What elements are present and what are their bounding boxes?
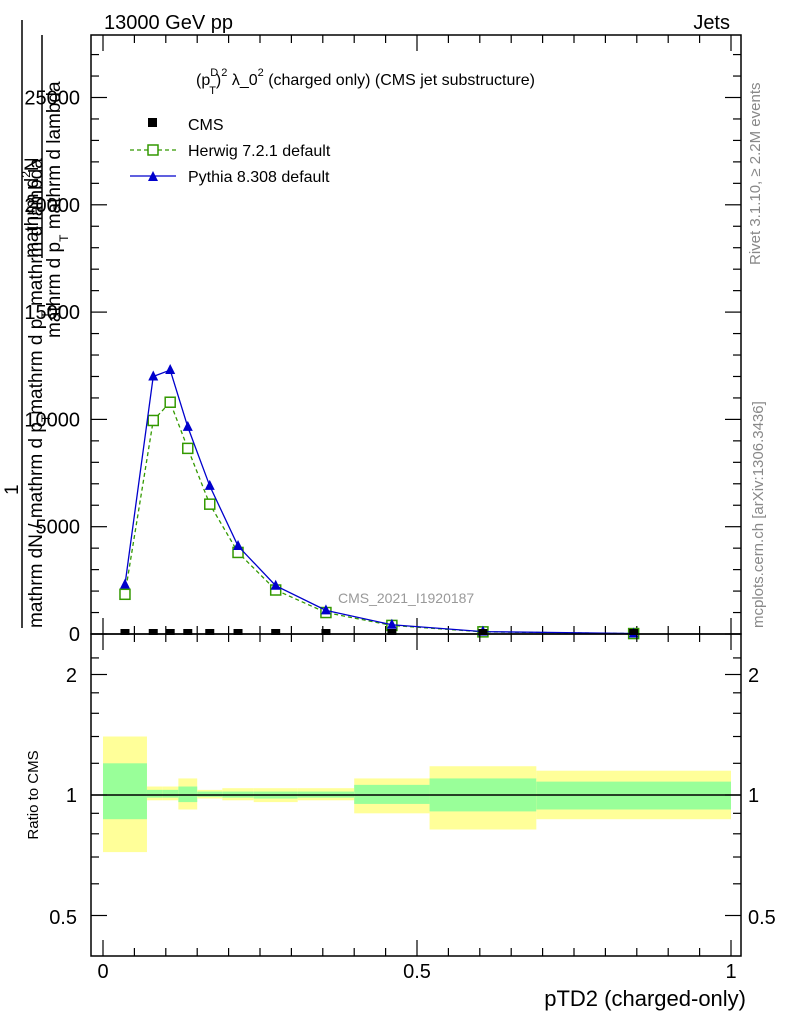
main-y-axis-label: mathrm d2N mathrm d pT mathrm d lambda 1… [2,20,71,628]
title-sup-2: 2 [221,67,227,79]
pythia-point [233,540,244,551]
herwig-point [182,442,194,455]
main-ytick-label: 25000 [24,88,80,110]
rivet-label: Rivet 3.1.10, ≥ 2.2M events [747,83,764,266]
title-paren: ) [216,72,221,89]
svg-text:mathrm dN / mathrm d pTmathrm: mathrm dN / mathrm d pTmathrm d pT mathr… [26,158,53,628]
herwig-point [204,498,216,510]
xtick-label-0: 0 [97,961,108,983]
pythia-point [119,578,130,589]
category-label: Jets [693,12,730,34]
ylabel-den2-a: mathrm dN / mathrm d p [26,422,47,628]
xtick-label-05: 0.5 [403,961,431,983]
cms-point [183,629,193,635]
plot-title: (pD T)2 λ_02 (charged only) (CMS jet subs… [196,67,535,97]
herwig-point [147,414,159,427]
legend-cms-marker [148,118,157,127]
pythia-point [204,479,215,490]
ratio-ytick-label-1-left: 1 [66,785,77,807]
ylabel-one: 1 [2,484,23,495]
main-ytick-label: 5000 [36,517,81,539]
legend-herwig-label: Herwig 7.2.1 default [188,143,331,160]
herwig-point [164,396,176,408]
pythia-point [270,579,281,590]
ylabel-den-dp: mathrm d p [44,242,65,338]
main-ytick-label: 15000 [24,302,80,324]
cms-point [387,629,397,635]
ratio-band-green [146,789,163,798]
pythia-point [165,364,176,375]
ylabel-den-t: T [57,234,71,242]
ratio-band-green [197,791,223,797]
main-ytick-label: 0 [69,624,80,646]
herwig-point [119,588,131,601]
cms-point [120,629,130,635]
legend-cms-label: CMS [188,117,224,134]
cms-series [120,629,639,635]
ratio-ticks [91,634,741,956]
cms-point [478,629,488,635]
title-tail: (charged only) (CMS jet substructure) [264,72,535,89]
ylabel-den2-c: mathrm d lambda [26,158,47,312]
ylabel-den2-t: T [39,414,53,422]
svg-text:mathrm d2N: mathrm d2N [19,157,43,258]
svg-text:mathrm d pT mathrm d lambda: mathrm d pT mathrm d lambda [44,81,71,338]
cms-point [321,629,331,635]
ratio-y-axis-label: Ratio to CMS [25,750,42,839]
ratio-band-green [162,789,179,798]
ratio-ytick-label-2-right: 2 [748,665,759,687]
legend-pythia-label: Pythia 8.308 default [188,169,330,186]
main-ytick-label: 10000 [24,409,80,431]
ratio-ytick-label-1-right: 1 [748,785,759,807]
title-sup-2b: 2 [258,67,264,79]
xtick-label-1: 1 [725,961,736,983]
pythia-point [182,420,193,431]
pythia-point [320,604,331,615]
energy-label: 13000 GeV pp [104,12,233,34]
cms-point [233,629,243,635]
title-sup-d: D [210,67,218,79]
ylabel-den2-b: mathrm d p [26,319,47,415]
cms-point [629,629,639,635]
main-y-tick-labels: 0 5000 10000 15000 20000 25000 [24,88,80,647]
legend: CMS Herwig 7.2.1 default Pythia 8.308 de… [130,117,331,186]
ratio-band-green [103,763,147,820]
title-sub-t: T [209,85,216,97]
ylabel-den-dl: mathrm d lambda [44,81,65,235]
pythia-point [386,618,397,629]
title-rest: λ_0 [227,72,257,89]
ratio-ytick-label-05-left: 0.5 [49,907,77,929]
analysis-watermark: CMS_2021_I1920187 [338,590,474,606]
ylabel-num-2: 2 [19,171,33,178]
mcplots-label: mcplots.cern.ch [arXiv:1306.3436] [750,401,767,628]
title-p: (p [196,72,210,89]
cms-point [205,629,215,635]
cms-point [271,629,281,635]
legend-pythia-marker [148,171,158,181]
pythia-point [148,370,159,381]
ylabel-num-d: mathrm d [22,178,43,258]
x-axis-label: pTD2 (charged-only) [544,986,746,1011]
ylabel-den2-t2: T [39,311,53,319]
legend-herwig-marker [147,144,159,156]
ratio-ytick-label-05-right: 0.5 [748,907,776,929]
main-ytick-label: 20000 [24,195,80,217]
ylabel-num-n: N [22,157,43,171]
cms-point [148,629,158,635]
ratio-ytick-label-2-left: 2 [66,665,77,687]
cms-point [165,629,175,635]
